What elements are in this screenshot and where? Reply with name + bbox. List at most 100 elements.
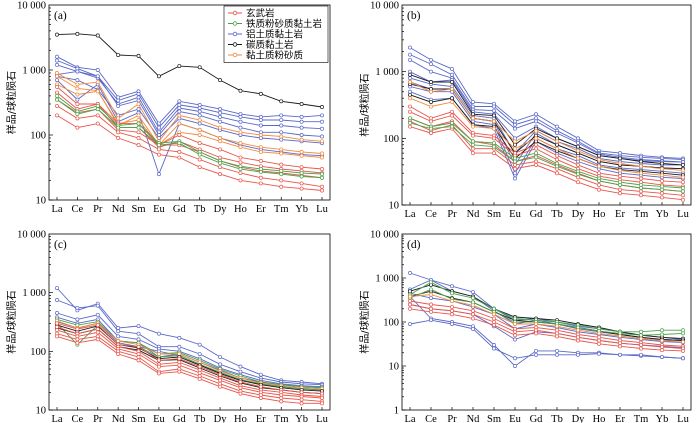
data-point xyxy=(116,130,121,135)
data-point xyxy=(429,131,433,136)
data-point xyxy=(681,189,685,194)
data-point xyxy=(555,352,559,357)
x-tick-label: Eu xyxy=(509,414,521,423)
data-point xyxy=(197,121,202,126)
data-point xyxy=(576,328,580,333)
data-point xyxy=(258,170,263,174)
data-point xyxy=(156,121,161,126)
data-point xyxy=(218,110,223,115)
data-point xyxy=(218,136,223,140)
series-line xyxy=(56,333,323,402)
data-point xyxy=(116,98,121,103)
x-tick-label: Gd xyxy=(173,414,187,423)
series-line xyxy=(56,335,322,404)
data-point xyxy=(450,121,454,125)
series-line xyxy=(56,318,323,389)
data-point xyxy=(660,195,664,200)
data-point xyxy=(408,124,412,129)
data-point xyxy=(116,329,121,334)
x-tick-label: Ho xyxy=(593,209,606,220)
data-point xyxy=(299,149,304,154)
series-line xyxy=(56,326,323,397)
series-line xyxy=(409,94,684,176)
data-point xyxy=(660,161,664,166)
data-point xyxy=(197,165,202,170)
data-point xyxy=(660,332,664,337)
series-line xyxy=(56,320,323,390)
data-point xyxy=(534,146,538,151)
data-point xyxy=(534,112,538,117)
series-line xyxy=(409,59,684,163)
data-point xyxy=(408,72,412,77)
data-point xyxy=(429,126,433,131)
x-tick-label: Tm xyxy=(634,209,649,220)
data-point xyxy=(238,178,243,183)
data-point xyxy=(492,141,496,145)
data-point xyxy=(429,57,433,62)
data-point xyxy=(258,149,263,154)
data-point xyxy=(238,364,243,369)
x-tick-label: Dy xyxy=(572,414,586,423)
data-point xyxy=(238,141,243,146)
data-point xyxy=(408,104,412,109)
data-point xyxy=(258,133,263,137)
data-point xyxy=(299,165,304,170)
data-point xyxy=(177,102,182,107)
data-point xyxy=(618,168,622,173)
x-tick-label: Tb xyxy=(194,414,206,423)
chart-panel-2: 10 100 1 000 10 000 La Ce Pr Nd Sm Eu Gd Tb Dy Ho Er Tm… xyxy=(358,1,692,220)
data-point xyxy=(555,324,559,329)
data-point xyxy=(55,84,59,89)
data-point xyxy=(238,171,243,175)
data-point xyxy=(555,157,559,162)
data-point xyxy=(555,146,559,151)
series-line xyxy=(56,95,323,175)
data-point xyxy=(513,333,517,338)
legend-swatch-marker xyxy=(232,31,238,37)
x-tick-label: Sm xyxy=(487,209,501,220)
data-point xyxy=(534,142,538,147)
data-point xyxy=(55,328,59,333)
data-point xyxy=(618,191,622,196)
data-point xyxy=(136,358,141,363)
data-point xyxy=(660,355,664,359)
data-point xyxy=(136,121,141,126)
data-point xyxy=(55,78,59,83)
data-point xyxy=(136,95,141,100)
data-point xyxy=(320,188,324,193)
x-tick-label: Nd xyxy=(467,209,481,220)
data-point xyxy=(299,401,304,406)
data-point xyxy=(681,193,685,198)
series-line xyxy=(409,122,684,192)
y-tick-label: 10 000 xyxy=(370,1,399,12)
data-point xyxy=(95,303,100,308)
data-point xyxy=(660,348,664,353)
data-point xyxy=(534,348,538,353)
data-point xyxy=(492,323,496,328)
data-point xyxy=(136,344,141,349)
data-point xyxy=(116,116,121,121)
x-tick-label: Yb xyxy=(295,204,308,215)
data-point xyxy=(681,340,685,345)
data-point xyxy=(197,118,202,122)
x-tick-label: Nd xyxy=(112,414,126,423)
legend-label: 铁质粉砂质黏土岩 xyxy=(246,18,322,30)
data-point xyxy=(597,351,601,356)
data-point xyxy=(55,54,59,59)
data-point xyxy=(576,172,580,177)
data-point xyxy=(660,191,664,196)
x-tick-label: Er xyxy=(256,204,266,215)
data-point xyxy=(597,178,601,183)
data-point xyxy=(450,291,454,296)
data-point xyxy=(639,164,643,169)
data-point xyxy=(156,371,161,376)
chart-panel-1: 10 100 1 000 10 000 La Ce Pr Nd Sm Eu Gd Tb Dy Ho Er Tm… xyxy=(5,1,331,215)
data-point xyxy=(75,337,80,342)
data-point xyxy=(576,352,580,357)
data-point xyxy=(492,126,496,131)
data-point xyxy=(513,171,517,176)
data-point xyxy=(136,118,141,122)
data-point xyxy=(471,100,475,105)
data-point xyxy=(95,327,100,331)
data-point xyxy=(177,363,182,368)
